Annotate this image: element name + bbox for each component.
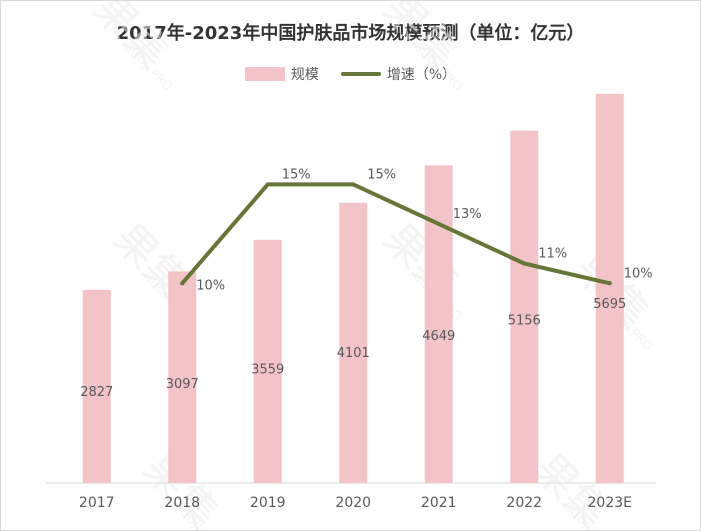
growth-point [607,281,612,286]
legend: 规模 增速（%） [1,64,700,84]
growth-value-label: 15% [282,167,311,182]
bar-value-label: 4649 [422,329,455,344]
growth-point [351,182,356,187]
bar [253,239,282,483]
bar-value-label: 5695 [593,297,626,312]
growth-value-label: 15% [367,167,396,182]
bar-value-label: 4101 [337,346,370,361]
chart-title: 2017年-2023年中国护肤品市场规模预测（单位：亿元） [116,23,585,44]
growth-point [522,261,527,266]
watermark-text: 果集 [374,214,468,308]
x-tick-label: 2017 [79,495,115,511]
legend-label-growth: 增速（%） [386,67,457,83]
growth-value-label: 13% [453,207,482,222]
bar-value-label: 5156 [508,313,541,328]
legend-swatch-line [340,72,381,76]
bar-value-label: 2827 [80,385,113,400]
bar-value-label: 3559 [251,363,284,378]
growth-point [180,281,185,286]
bar [595,93,624,483]
x-tick-label: 2019 [250,495,286,511]
growth-value-label: 10% [196,278,225,293]
bar [510,130,539,483]
x-tick-label: 2022 [506,495,542,511]
legend-label-scale: 规模 [290,67,319,83]
growth-value-label: 11% [538,247,567,262]
x-tick-label: 2021 [421,495,457,511]
x-tick-label: 2020 [335,495,371,511]
legend-item-growth: 增速（%） [340,64,457,84]
growth-point [436,221,441,226]
bar-value-label: 3097 [166,377,199,392]
bar [168,271,197,483]
x-tick-label: 2023E [588,495,632,511]
legend-item-scale: 规模 [244,64,319,84]
legend-swatch-bar [244,67,285,81]
x-tick-label: 2018 [164,495,200,511]
growth-point [265,182,270,187]
bar [339,202,368,483]
bar [82,289,111,483]
bar [424,165,453,483]
growth-value-label: 10% [624,266,653,281]
growth-line [180,182,612,286]
